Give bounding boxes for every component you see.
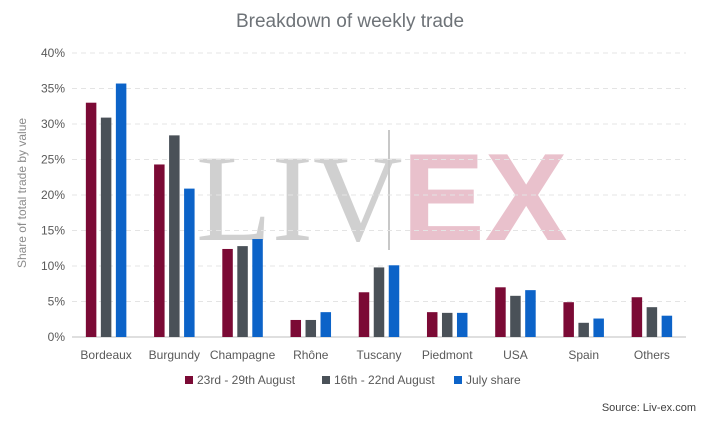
y-tick-label: 35% [41, 82, 65, 96]
bar [154, 164, 165, 337]
y-axis-label: Share of total trade by value [15, 118, 29, 268]
legend-label: 16th - 22nd August [334, 373, 435, 387]
legend: 23rd - 29th August 16th - 22nd August July… [185, 373, 521, 387]
bar [388, 265, 400, 337]
bar [252, 239, 263, 337]
x-tick-label: Others [634, 348, 670, 362]
x-axis-ticks: Bordeaux Burgundy Champagne Rhône Tuscany Pie… [80, 348, 669, 362]
bar [578, 322, 589, 337]
x-tick-label: Champagne [210, 348, 276, 362]
bar [85, 102, 97, 337]
legend-label: July share [466, 373, 521, 387]
bar [100, 117, 112, 337]
watermark: LIV EX [196, 129, 567, 267]
bar [525, 290, 536, 337]
bar [593, 318, 604, 337]
bar [373, 267, 385, 337]
y-tick-label: 40% [41, 46, 65, 60]
bar [115, 83, 127, 337]
bar [305, 319, 317, 337]
bar [495, 287, 506, 337]
bar [441, 312, 453, 337]
x-tick-label: Spain [568, 348, 599, 362]
bar [237, 246, 248, 337]
bar [169, 135, 180, 337]
legend-swatch [185, 376, 193, 384]
y-tick-label: 5% [48, 295, 66, 309]
y-tick-label: 0% [48, 330, 66, 344]
chart-title: Breakdown of weekly trade [236, 11, 464, 32]
x-tick-label: Rhône [293, 348, 329, 362]
x-tick-label: USA [503, 348, 528, 362]
x-tick-label: Piedmont [422, 348, 473, 362]
bar [358, 292, 370, 337]
x-tick-label: Burgundy [149, 348, 200, 362]
bar [563, 302, 574, 337]
x-tick-label: Bordeaux [80, 348, 131, 362]
y-tick-label: 15% [41, 224, 65, 238]
legend-label: 23rd - 29th August [197, 373, 296, 387]
legend-swatch [454, 376, 462, 384]
watermark-liv: LIV [196, 130, 403, 267]
x-tick-label: Tuscany [357, 348, 402, 362]
y-axis-ticks: 0% 5% 10% 15% 20% 25% 30% 35% 40% [41, 46, 65, 344]
bar [661, 315, 673, 337]
bar [646, 307, 658, 337]
bar [456, 312, 468, 337]
bar [631, 297, 643, 337]
watermark-ex: EX [402, 129, 567, 267]
legend-swatch [322, 376, 330, 384]
y-tick-label: 10% [41, 259, 65, 273]
bar-series [85, 83, 673, 337]
bar [510, 295, 521, 337]
bar [184, 188, 195, 337]
y-tick-label: 30% [41, 117, 65, 131]
bar [320, 312, 332, 337]
watermark-divider [388, 130, 390, 250]
y-tick-label: 25% [41, 153, 65, 167]
y-tick-label: 20% [41, 188, 65, 202]
bar [426, 312, 438, 337]
bar [290, 319, 302, 337]
bar [222, 248, 233, 337]
source-note: Source: Liv-ex.com [602, 402, 696, 414]
